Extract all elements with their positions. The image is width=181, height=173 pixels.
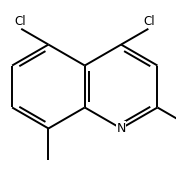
Text: N: N (116, 122, 126, 135)
Text: Cl: Cl (144, 15, 155, 28)
Text: Cl: Cl (14, 15, 26, 28)
